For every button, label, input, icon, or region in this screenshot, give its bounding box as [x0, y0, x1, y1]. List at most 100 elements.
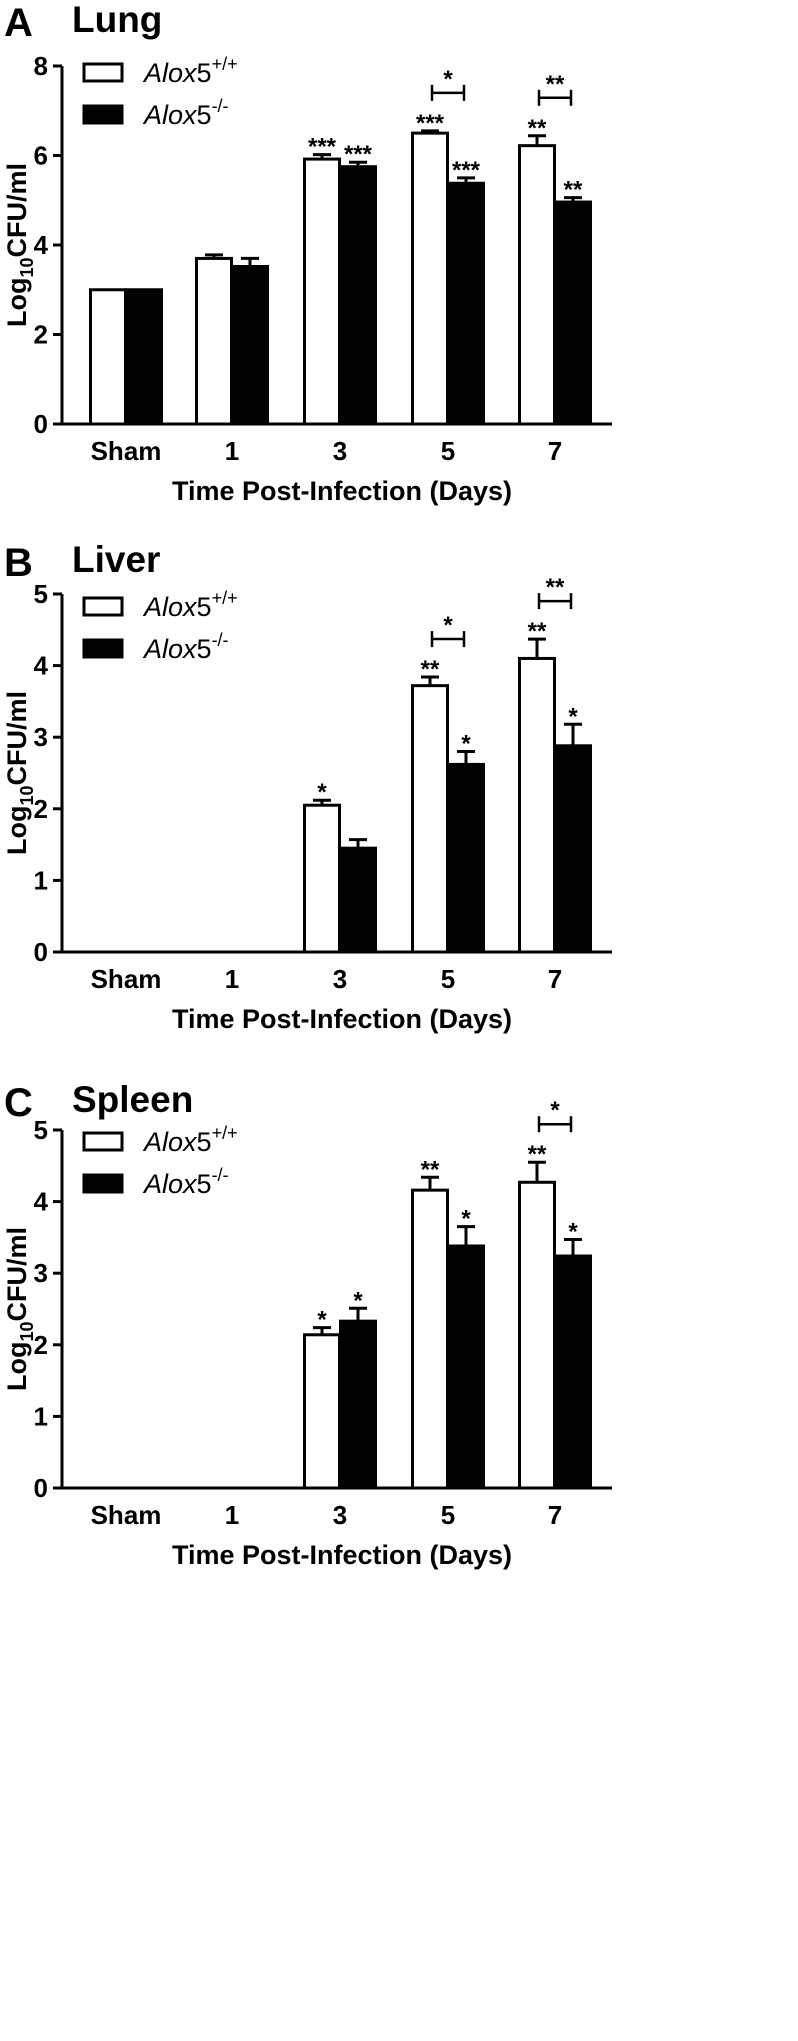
legend-swatch — [82, 638, 124, 659]
bar — [447, 1244, 485, 1490]
bracket-significance: * — [550, 1097, 560, 1124]
legend-swatch — [82, 104, 124, 125]
panel-title: Lung — [72, 0, 162, 40]
bar — [339, 165, 377, 426]
y-tick-label: 3 — [34, 722, 48, 752]
chart-panel-a: A Lung 0 2 4 6 8 Log10CFU/ml Sham 1 3 5 7 Time Post-I… — [2, 0, 612, 506]
significance-mark: *** — [308, 134, 337, 161]
x-tick-label: 3 — [333, 964, 347, 994]
panel-title: Spleen — [72, 1079, 193, 1120]
bar — [554, 744, 592, 954]
bar — [411, 131, 449, 426]
x-tick-label: 1 — [225, 1500, 239, 1530]
x-tick-label: Sham — [91, 964, 162, 994]
bracket-significance: * — [443, 612, 453, 639]
x-axis-label: Time Post-Infection (Days) — [172, 1004, 512, 1034]
y-tick-label: 5 — [34, 1115, 48, 1145]
significance-mark: ** — [528, 618, 547, 645]
y-tick-label: 2 — [34, 794, 48, 824]
x-tick-label: 5 — [441, 964, 455, 994]
significance-mark: ** — [528, 1141, 547, 1168]
bar — [447, 181, 485, 426]
y-axis-label: Log10CFU/ml — [2, 691, 37, 855]
panel-label: B — [4, 541, 33, 585]
y-tick-label: 4 — [34, 651, 49, 681]
significance-mark: * — [461, 1206, 471, 1233]
significance-mark: ** — [564, 177, 583, 204]
significance-mark: * — [317, 779, 327, 806]
bracket-significance: ** — [546, 574, 565, 601]
bar — [518, 1180, 556, 1490]
legend-swatch — [82, 62, 124, 83]
y-tick-label: 0 — [34, 409, 48, 439]
y-tick-label: 4 — [34, 230, 49, 260]
bar — [339, 1319, 377, 1490]
legend-label: Alox5-/- — [142, 630, 229, 664]
legend-swatch — [82, 1131, 124, 1152]
bar — [411, 684, 449, 954]
bar — [231, 264, 269, 426]
y-axis-label: Log10CFU/ml — [2, 163, 37, 327]
legend-label: Alox5-/- — [142, 96, 229, 130]
y-tick-label: 8 — [34, 51, 48, 81]
x-tick-label: 5 — [441, 1500, 455, 1530]
bar — [89, 288, 127, 426]
x-axis-label: Time Post-Infection (Days) — [172, 1540, 512, 1570]
legend-label: Alox5-/- — [142, 1165, 229, 1199]
significance-mark: * — [568, 1219, 578, 1246]
bar — [518, 656, 556, 954]
y-tick-label: 0 — [34, 1473, 48, 1503]
bar — [411, 1188, 449, 1490]
x-tick-label: 5 — [441, 436, 455, 466]
significance-mark: ** — [421, 1156, 440, 1183]
significance-mark: * — [461, 731, 471, 758]
bracket-significance: ** — [546, 71, 565, 98]
y-tick-label: 0 — [34, 937, 48, 967]
x-tick-label: Sham — [91, 1500, 162, 1530]
y-tick-label: 4 — [34, 1187, 49, 1217]
bar — [554, 200, 592, 426]
y-tick-label: 1 — [34, 1401, 48, 1431]
legend-label: Alox5+/+ — [142, 54, 238, 88]
chart-panel-b: B Liver 0 1 2 3 4 5 Log10CFU/ml Sham 1 3 5 7 Time Post… — [2, 539, 612, 1034]
y-tick-label: 1 — [34, 865, 48, 895]
bar — [518, 144, 556, 426]
legend-swatch — [82, 1173, 124, 1194]
significance-mark: ** — [528, 115, 547, 142]
significance-mark: *** — [344, 141, 373, 168]
y-tick-label: 6 — [34, 141, 48, 171]
legend-swatch — [82, 596, 124, 617]
x-tick-label: 7 — [548, 1500, 562, 1530]
panel-label: A — [4, 1, 33, 45]
y-tick-label: 2 — [34, 320, 48, 350]
y-tick-label: 5 — [34, 579, 48, 609]
bar — [303, 157, 341, 426]
legend-label: Alox5+/+ — [142, 588, 238, 622]
bar — [303, 1333, 341, 1490]
x-tick-label: 3 — [333, 1500, 347, 1530]
bar — [447, 762, 485, 954]
panel-label: C — [4, 1081, 33, 1125]
x-tick-label: Sham — [91, 436, 162, 466]
y-axis-label: Log10CFU/ml — [2, 1227, 37, 1391]
x-tick-label: 7 — [548, 436, 562, 466]
x-tick-label: 1 — [225, 436, 239, 466]
legend-label: Alox5+/+ — [142, 1123, 238, 1157]
significance-mark: *** — [416, 110, 445, 137]
bar — [339, 846, 377, 954]
bar — [125, 288, 163, 426]
bar — [195, 256, 233, 426]
x-tick-label: 7 — [548, 964, 562, 994]
y-tick-label: 3 — [34, 1258, 48, 1288]
significance-mark: ** — [421, 656, 440, 683]
panel-title: Liver — [72, 539, 160, 580]
significance-mark: *** — [452, 157, 481, 184]
significance-mark: * — [317, 1307, 327, 1334]
significance-mark: * — [568, 703, 578, 730]
bar — [303, 803, 341, 954]
y-tick-label: 2 — [34, 1330, 48, 1360]
x-tick-label: 3 — [333, 436, 347, 466]
x-tick-label: 1 — [225, 964, 239, 994]
bar — [554, 1254, 592, 1490]
